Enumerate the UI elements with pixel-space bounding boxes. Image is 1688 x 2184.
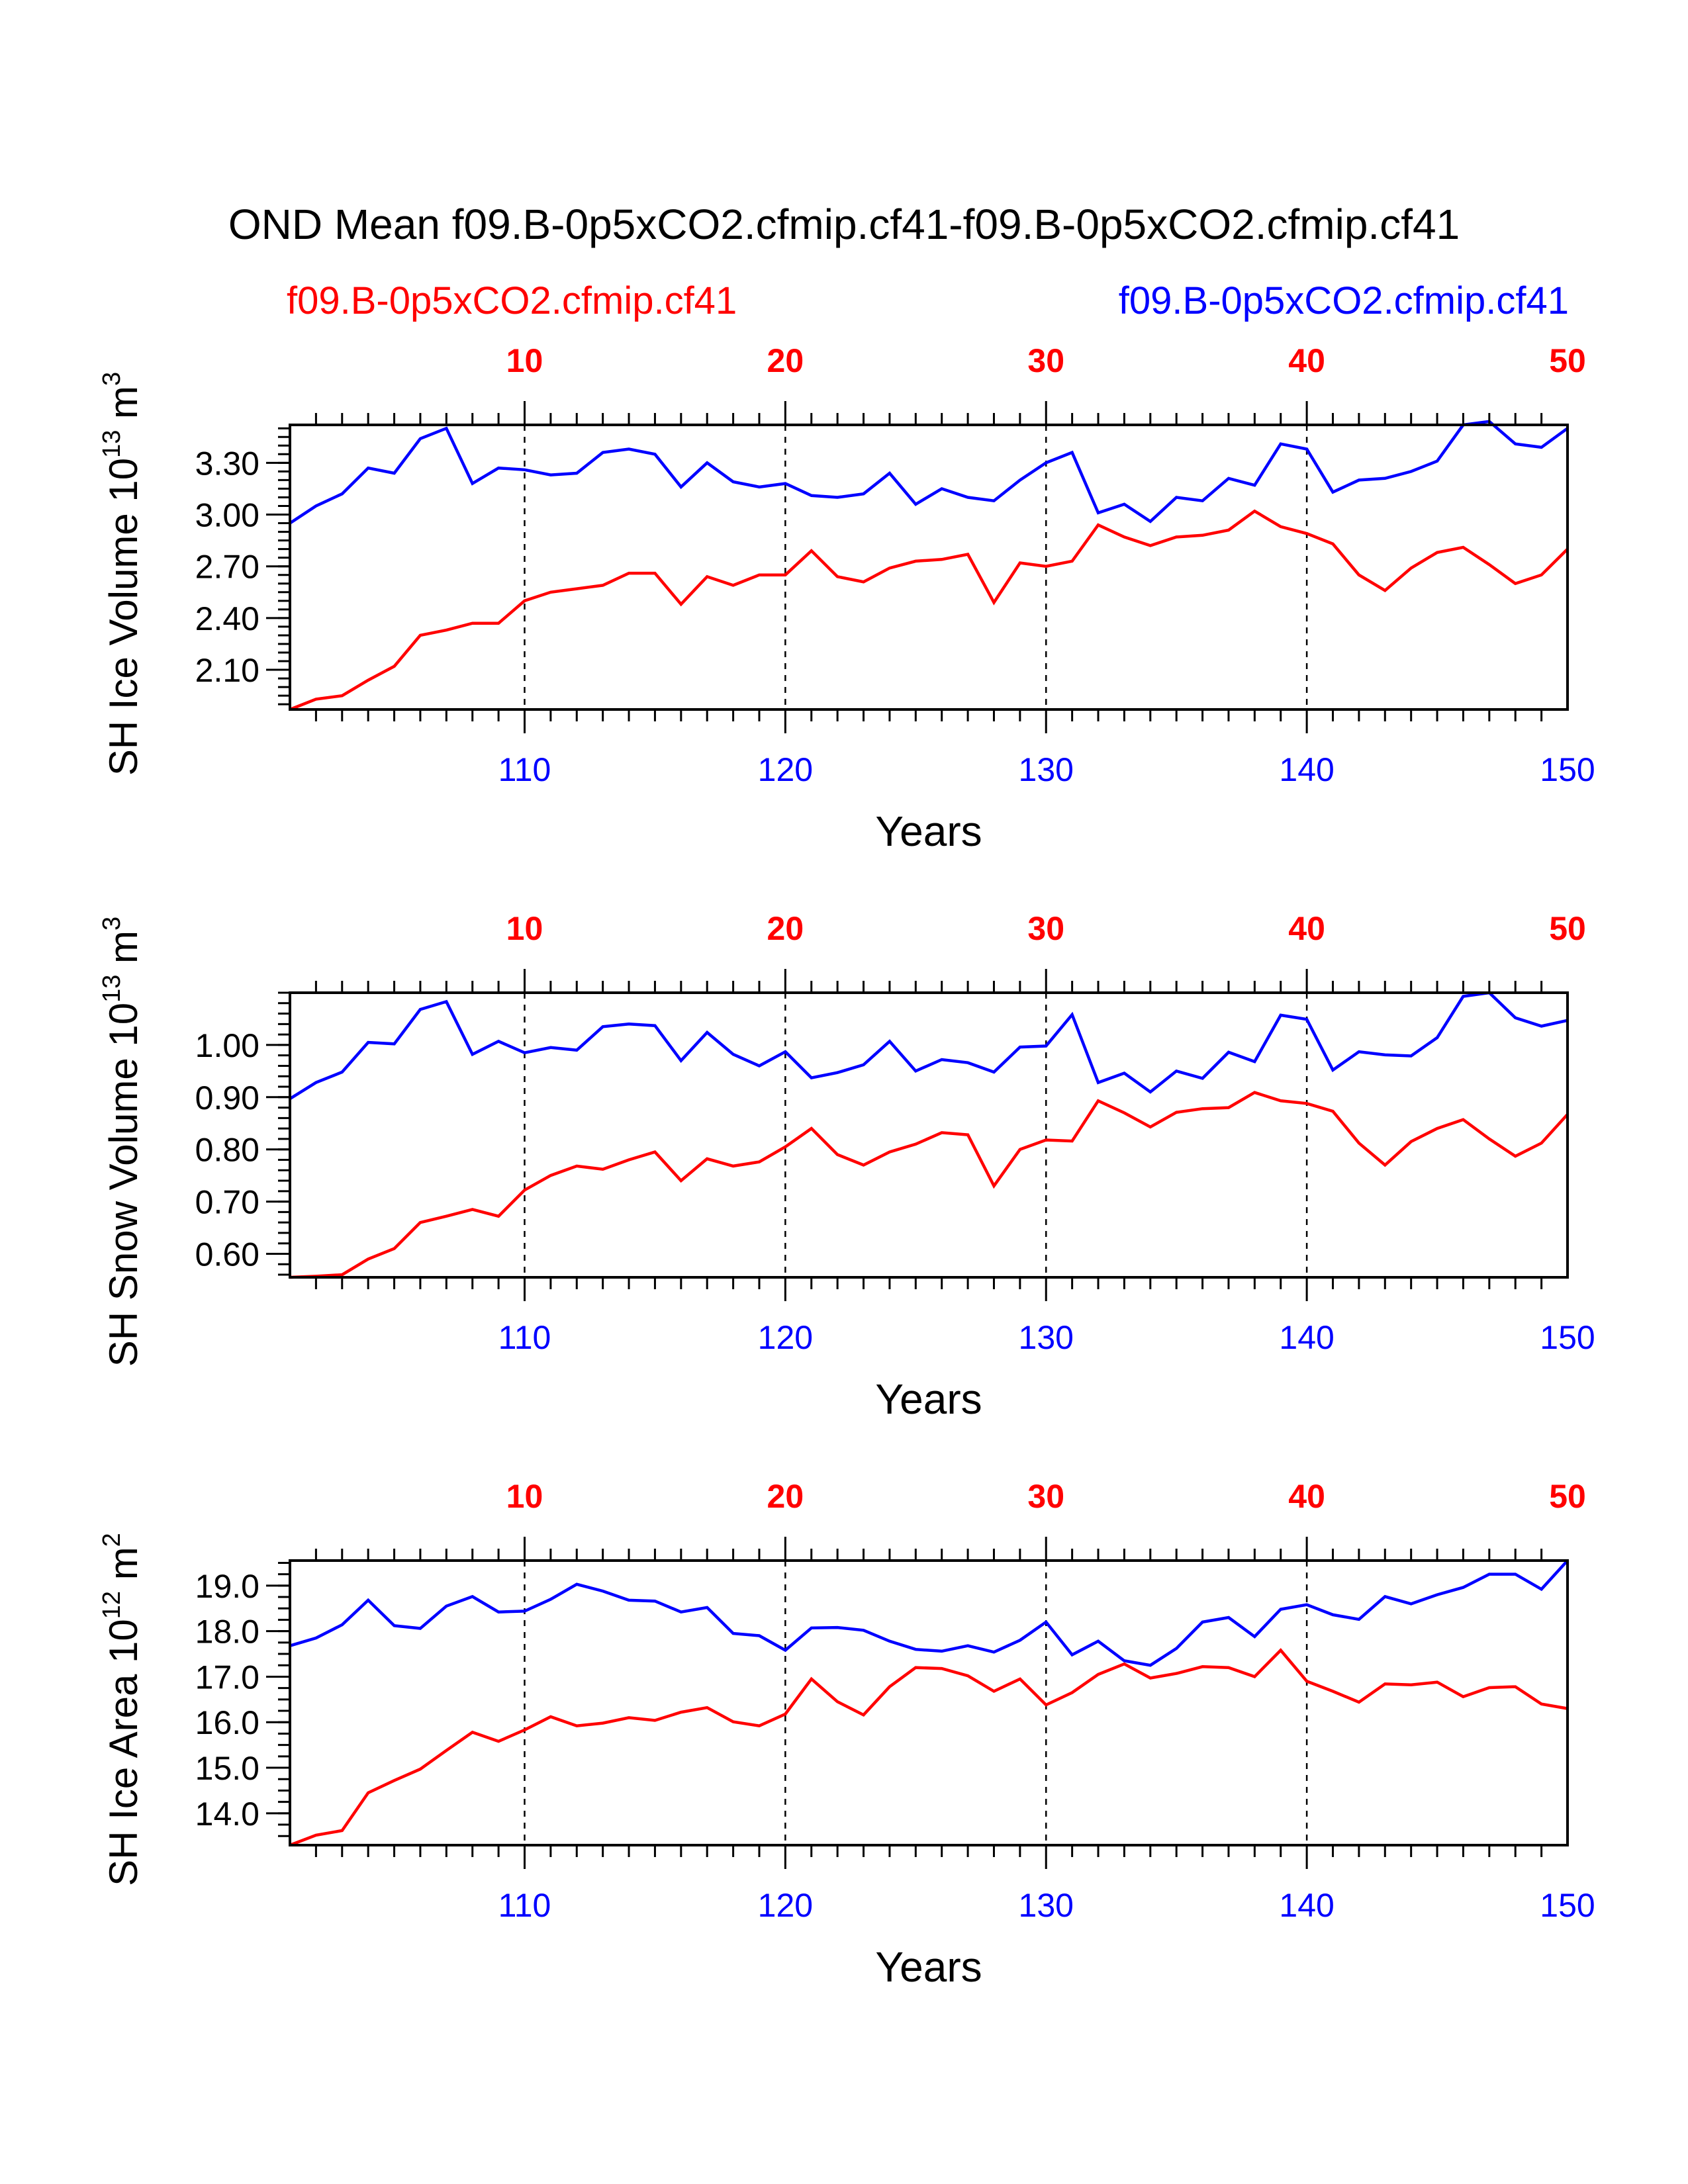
series-line-blue	[289, 991, 1568, 1101]
y-tick-label: 0.70	[195, 1184, 259, 1221]
x-tick-label-top: 40	[1288, 342, 1325, 379]
right-subtitle: f09.B-0p5xCO2.cfmip.cf41	[1119, 279, 1569, 322]
y-axis-title: SH Snow Volume 1013 m3	[98, 917, 146, 1367]
x-tick-label-top: 10	[506, 910, 543, 947]
y-tick-label: 2.40	[195, 600, 259, 637]
x-tick-label-top: 30	[1027, 910, 1064, 947]
x-tick-label-top: 30	[1027, 342, 1064, 379]
plot-frame	[289, 1559, 1569, 1846]
main-title: OND Mean f09.B-0p5xCO2.cfmip.cf41-f09.B-…	[228, 201, 1460, 248]
y-tick-label: 2.70	[195, 549, 259, 586]
y-tick-label: 18.0	[195, 1614, 259, 1651]
x-tick-label-top: 10	[506, 342, 543, 379]
x-tick-label-top: 20	[767, 1478, 804, 1515]
x-tick-label-top: 30	[1027, 1478, 1064, 1515]
x-tick-label-top: 40	[1288, 910, 1325, 947]
y-axis-title: SH Ice Volume 1013 m3	[98, 372, 146, 776]
x-tick-label-bottom: 110	[498, 751, 551, 788]
y-tick-label: 1.00	[195, 1027, 259, 1064]
x-tick-label-top: 40	[1288, 1478, 1325, 1515]
x-tick-label-bottom: 140	[1279, 1319, 1334, 1356]
series-line-red	[289, 509, 1569, 711]
x-tick-label-top: 50	[1549, 910, 1586, 947]
x-axis-title: Years	[875, 1943, 982, 1991]
y-axis-title: SH Ice Area 1012 m2	[98, 1533, 146, 1886]
y-tick-label: 0.90	[195, 1079, 259, 1116]
x-tick-label-top: 20	[767, 342, 804, 379]
x-tick-label-top: 10	[506, 1478, 543, 1515]
ice-volume-panel: 2.10 2.40 2.70 3.00 3.30 110 120 130 140 150 10 20 3…	[98, 342, 1595, 855]
x-tick-label-bottom: 130	[1019, 1319, 1074, 1356]
y-tick-label: 16.0	[195, 1704, 259, 1741]
x-tick-label-top: 50	[1549, 1478, 1586, 1515]
x-tick-label-bottom: 120	[758, 1319, 813, 1356]
x-tick-label-bottom: 110	[498, 1319, 551, 1356]
series-line-blue	[289, 420, 1569, 525]
series-line-red	[289, 1648, 1568, 1847]
y-tick-label: 2.10	[195, 652, 259, 689]
x-tick-label-bottom: 130	[1019, 1887, 1074, 1924]
x-tick-label-bottom: 120	[758, 751, 813, 788]
plot-frame	[289, 424, 1569, 711]
y-tick-label: 14.0	[195, 1796, 259, 1833]
y-tick-label: 15.0	[195, 1750, 259, 1787]
y-tick-label: 0.60	[195, 1236, 259, 1273]
left-subtitle: f09.B-0p5xCO2.cfmip.cf41	[287, 279, 737, 322]
x-tick-label-bottom: 150	[1540, 1319, 1595, 1356]
x-tick-label-top: 20	[767, 910, 804, 947]
x-tick-label-bottom: 120	[758, 1887, 813, 1924]
y-tick-label: 3.30	[195, 445, 259, 482]
y-tick-label: 17.0	[195, 1659, 259, 1696]
series-line-blue	[289, 1559, 1569, 1667]
x-tick-label-bottom: 140	[1279, 1887, 1334, 1924]
x-tick-label-bottom: 110	[498, 1887, 551, 1924]
x-axis-title: Years	[875, 807, 982, 855]
y-tick-label: 3.00	[195, 497, 259, 534]
snow-volume-panel: 0.60 0.70 0.80 0.90 1.00 110 120 130 140 150 10 20 3…	[98, 910, 1595, 1423]
x-tick-label-bottom: 130	[1019, 751, 1074, 788]
y-tick-label: 0.80	[195, 1132, 259, 1169]
series-line-red	[289, 1091, 1569, 1279]
ice-area-panel: 14.0 15.0 16.0 17.0 18.0 19.0 110 120 130 140 150 1…	[98, 1478, 1595, 1991]
x-tick-label-bottom: 140	[1279, 751, 1334, 788]
plot-frame	[289, 991, 1569, 1279]
x-tick-label-bottom: 150	[1540, 751, 1595, 788]
y-tick-label: 19.0	[195, 1568, 259, 1605]
x-tick-label-bottom: 150	[1540, 1887, 1595, 1924]
x-tick-label-top: 50	[1549, 342, 1586, 379]
x-axis-title: Years	[875, 1375, 982, 1423]
